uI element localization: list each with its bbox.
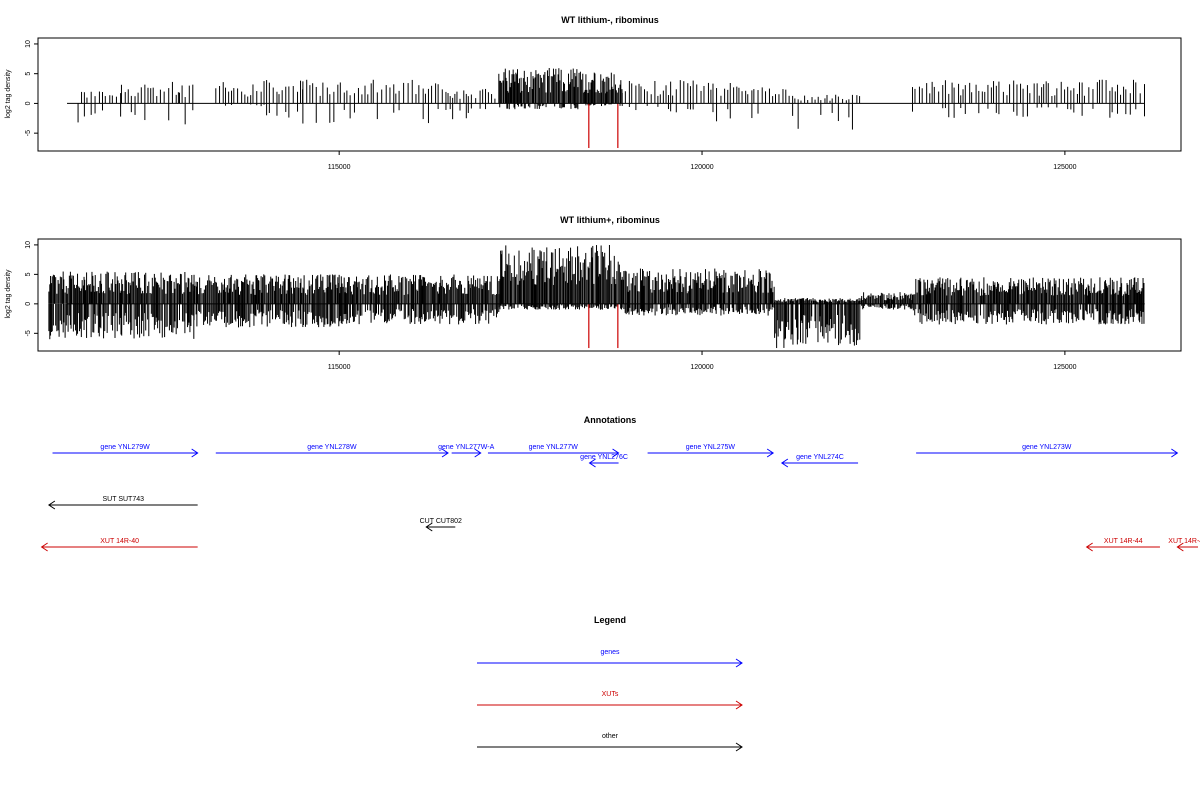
arrow-head [588,458,596,468]
legend-label: other [602,733,619,740]
feature-label: gene YNL279W [100,444,150,451]
y-axis: -5 0 5 10 [25,241,38,336]
legend-label: XUTs [602,691,619,698]
y-tick-label: 5 [25,72,32,76]
feature-xut: XUT 14R-46 [1168,538,1200,552]
legend-label: genes [600,649,620,656]
feature-label: CUT CUT802 [420,518,462,525]
legend: Legend genes XUTs other [477,615,743,752]
arrow-head [441,448,449,458]
feature-xut: XUT 14R-40 [40,538,198,552]
feature-label: gene YNL277W [529,444,579,451]
arrow-head [1176,542,1184,552]
arrow-head [766,448,775,458]
y-tick-label: 0 [25,302,32,306]
marker-lines [588,303,619,349]
feature-list: gene YNL279W gene YNL278W gene YNL277W-A ge… [40,444,1200,552]
legend-title: Legend [594,615,626,625]
x-tick-label: 125000 [1053,364,1076,371]
feature-other: CUT CUT802 [420,518,462,532]
feature-label: SUT SUT743 [103,496,145,503]
plot-frame [37,238,1182,352]
arrow-head [191,448,199,458]
x-tick-label: 120000 [690,364,713,371]
legend-arrow [735,742,743,752]
feature-other: SUT SUT743 [47,496,198,510]
coverage-panel-lithium-minus: WT lithium-, ribominus log2 tag density … [5,15,1182,171]
feature-gene: gene YNL277W [487,444,620,458]
panel-title: WT lithium-, ribominus [561,15,659,25]
marker-lines [588,103,619,149]
feature-gene: gene YNL279W [52,444,199,458]
y-axis: -5 0 5 10 [25,40,38,136]
feature-gene: gene YNL277W-A [438,444,495,458]
coverage-bars [48,245,1145,349]
feature-label: XUT 14R-46 [1168,538,1200,545]
arrow-head [1085,542,1093,552]
y-tick-label: 10 [25,40,32,48]
x-tick-label: 125000 [1053,164,1076,171]
x-axis: 115000 120000 125000 [328,351,1077,371]
legend-arrow [735,658,743,668]
arrow-head [1171,448,1179,458]
y-tick-label: -5 [25,330,32,336]
legend-item-other: other [477,733,743,752]
arrow-head [40,542,48,552]
feature-xut: XUT 14R-44 [1085,538,1160,552]
annotations-title: Annotations [584,415,637,425]
x-tick-label: 115000 [328,364,351,371]
feature-gene: gene YNL278W [215,444,449,458]
feature-label: gene YNL277W-A [438,444,494,451]
arrow-head [47,500,56,510]
feature-label: gene YNL276C [580,454,628,461]
arrow-head [474,448,482,458]
legend-item-xuts: XUTs [477,691,743,710]
y-tick-label: 0 [25,101,32,105]
y-tick-label: -5 [25,130,32,136]
y-axis-label: log2 tag density [5,69,12,119]
y-tick-label: 10 [25,241,32,249]
feature-label: XUT 14R-40 [100,538,139,545]
x-tick-label: 115000 [328,164,351,171]
y-axis-label: log2 tag density [5,269,12,319]
plot-frame [37,37,1182,152]
y-tick-label: 5 [25,272,32,276]
arrow-head [612,448,620,458]
legend-item-genes: genes [477,649,743,668]
legend-items: genes XUTs other [477,649,743,752]
x-axis: 115000 120000 125000 [328,151,1077,171]
feature-gene: gene YNL274C [780,454,859,468]
arrow-head [780,458,789,468]
feature-label: gene YNL274C [796,454,844,461]
x-tick-label: 120000 [690,164,713,171]
feature-gene: gene YNL275W [647,444,775,458]
coverage-panel-lithium-plus: WT lithium+, ribominus log2 tag density … [5,215,1182,371]
feature-label: XUT 14R-44 [1104,538,1143,545]
coverage-bars [77,68,1145,130]
feature-gene: gene YNL273W [916,444,1179,458]
feature-label: gene YNL273W [1022,444,1072,451]
feature-label: gene YNL278W [307,444,357,451]
feature-gene: gene YNL276C [580,454,628,468]
legend-arrow [735,700,743,710]
arrow-head [425,522,433,532]
annotation-track: Annotations gene YNL279W gene YNL278W gene… [40,415,1200,552]
feature-label: gene YNL275W [686,444,736,451]
panel-title: WT lithium+, ribominus [560,215,660,225]
